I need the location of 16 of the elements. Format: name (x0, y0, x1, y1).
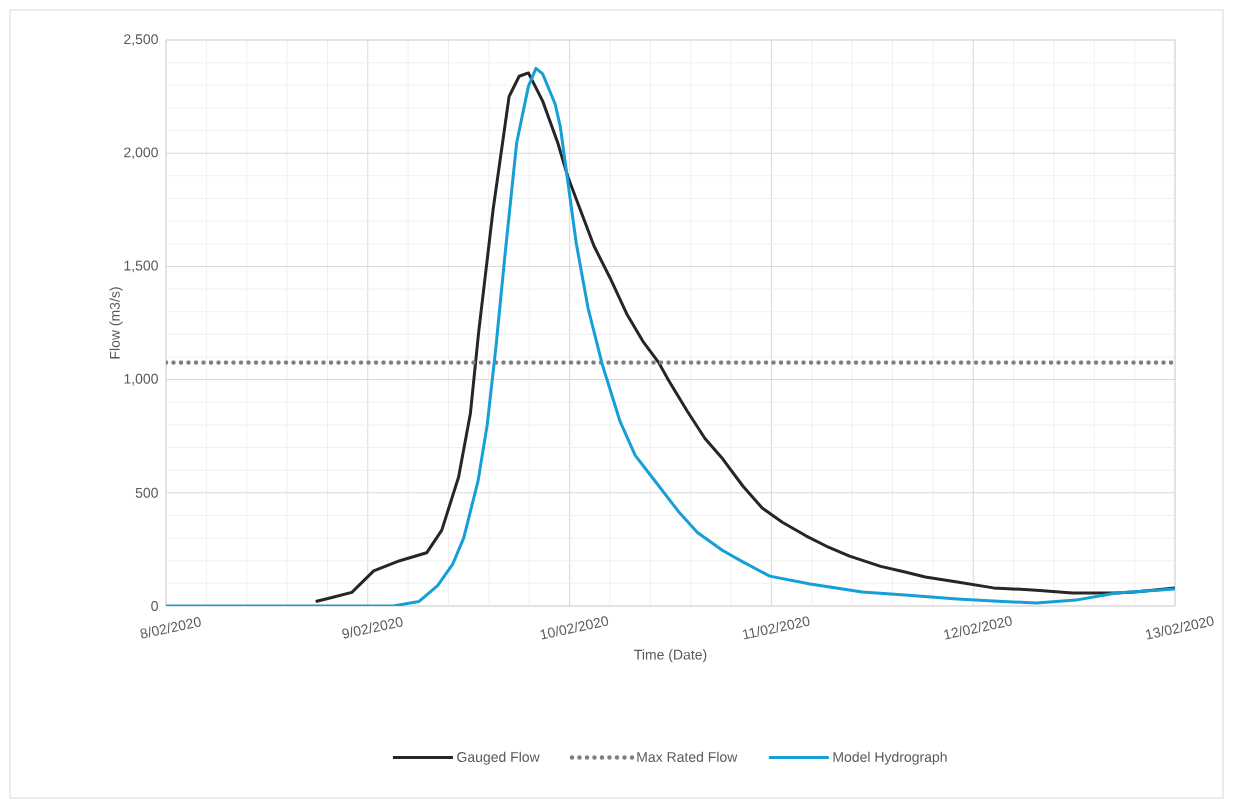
y-tick-label: 1,500 (124, 260, 158, 273)
x-tick-label: 11/02/2020 (742, 616, 810, 640)
x-axis-title: Time (Date) (634, 649, 707, 663)
legend-label: Max Rated Flow (637, 751, 738, 762)
x-tick-label: 9/02/2020 (342, 617, 403, 639)
line-series (314, 71, 1175, 603)
y-tick-label: 2,000 (124, 147, 158, 159)
x-tick-label: 8/02/2020 (140, 617, 201, 639)
y-tick-label: 500 (135, 487, 158, 498)
y-tick-label: 0 (151, 601, 158, 611)
legend-label: Model Hydrograph (833, 751, 947, 765)
line-series (166, 66, 1175, 606)
y-axis-title: Flow (m3/s) (109, 287, 123, 359)
y-tick-label: 1,000 (124, 373, 158, 386)
y-tick-label: 2,500 (124, 34, 158, 46)
legend-label: Gauged Flow (457, 751, 540, 765)
